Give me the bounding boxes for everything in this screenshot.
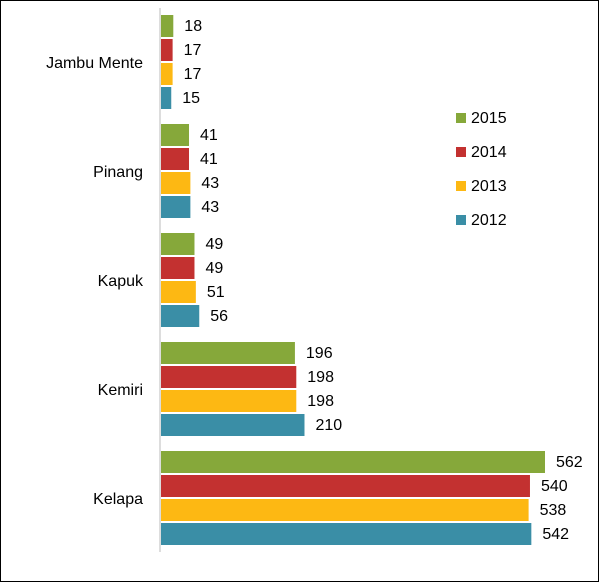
legend-swatch (456, 215, 466, 225)
value-label: 41 (200, 151, 218, 168)
legend-label: 2012 (471, 212, 507, 229)
value-label: 562 (556, 454, 583, 471)
bar (161, 366, 297, 388)
value-label: 538 (540, 502, 567, 519)
legend-swatch (456, 113, 466, 123)
bar (161, 451, 545, 473)
value-label: 49 (205, 236, 223, 253)
bar (161, 124, 190, 146)
value-label: 15 (182, 90, 200, 107)
bar (161, 87, 172, 109)
category-label: Pinang (93, 164, 143, 181)
value-label: 542 (542, 526, 569, 543)
value-label: 17 (184, 42, 202, 59)
bar (161, 172, 191, 194)
value-label: 198 (307, 369, 334, 386)
value-label: 41 (200, 127, 218, 144)
value-label: 56 (210, 308, 228, 325)
bar (161, 414, 305, 436)
value-label: 43 (201, 199, 219, 216)
bar (161, 499, 529, 521)
bar (161, 39, 173, 61)
bar (161, 390, 297, 412)
legend-swatch (456, 147, 466, 157)
legend-label: 2013 (471, 178, 507, 195)
value-label: 210 (315, 417, 342, 434)
bar (161, 196, 191, 218)
bar (161, 148, 190, 170)
bar (161, 281, 196, 303)
value-label: 43 (201, 175, 219, 192)
value-label: 17 (184, 66, 202, 83)
legend-label: 2015 (471, 110, 507, 127)
bar (161, 257, 195, 279)
bar (161, 475, 530, 497)
bar (161, 523, 532, 545)
category-label: Jambu Mente (46, 55, 143, 72)
bar (161, 63, 173, 85)
value-label: 196 (306, 345, 333, 362)
value-label: 18 (184, 18, 202, 35)
value-label: 540 (541, 478, 568, 495)
value-label: 51 (207, 284, 225, 301)
category-label: Kemiri (98, 382, 143, 399)
bar (161, 15, 174, 37)
bar (161, 342, 295, 364)
bar (161, 305, 200, 327)
legend-swatch (456, 181, 466, 191)
value-label: 198 (307, 393, 334, 410)
legend-label: 2014 (471, 144, 507, 161)
category-label: Kapuk (98, 273, 144, 290)
value-label: 49 (205, 260, 223, 277)
category-label: Kelapa (93, 491, 143, 508)
bar (161, 233, 195, 255)
